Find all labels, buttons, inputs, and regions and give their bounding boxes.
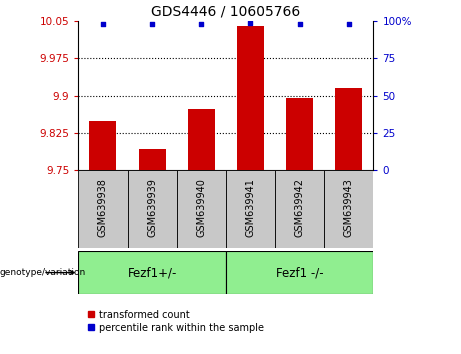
Point xyxy=(345,21,353,27)
Bar xyxy=(275,170,324,248)
Text: GSM639940: GSM639940 xyxy=(196,178,207,237)
Point xyxy=(148,21,156,27)
Legend: transformed count, percentile rank within the sample: transformed count, percentile rank withi… xyxy=(83,306,268,336)
Bar xyxy=(177,170,226,248)
Point xyxy=(296,21,303,27)
Text: GSM639938: GSM639938 xyxy=(98,178,108,237)
Bar xyxy=(237,26,264,170)
Text: GSM639942: GSM639942 xyxy=(295,178,305,237)
Text: GSM639939: GSM639939 xyxy=(147,178,157,237)
Bar xyxy=(89,121,117,170)
Point xyxy=(99,21,106,27)
Bar xyxy=(78,251,226,294)
Point xyxy=(198,21,205,27)
Text: Fezf1 -/-: Fezf1 -/- xyxy=(276,266,324,279)
Text: GSM639941: GSM639941 xyxy=(245,178,255,237)
Text: GSM639943: GSM639943 xyxy=(344,178,354,237)
Bar xyxy=(139,149,165,170)
Bar xyxy=(286,98,313,170)
Bar xyxy=(226,251,373,294)
Text: Fezf1+/-: Fezf1+/- xyxy=(127,266,177,279)
Text: genotype/variation: genotype/variation xyxy=(0,268,86,277)
Title: GDS4446 / 10605766: GDS4446 / 10605766 xyxy=(151,5,301,19)
Bar xyxy=(226,170,275,248)
Bar xyxy=(78,170,128,248)
Bar xyxy=(324,170,373,248)
Point xyxy=(247,20,254,25)
Bar xyxy=(188,109,215,170)
Bar xyxy=(128,170,177,248)
Bar xyxy=(335,88,362,170)
